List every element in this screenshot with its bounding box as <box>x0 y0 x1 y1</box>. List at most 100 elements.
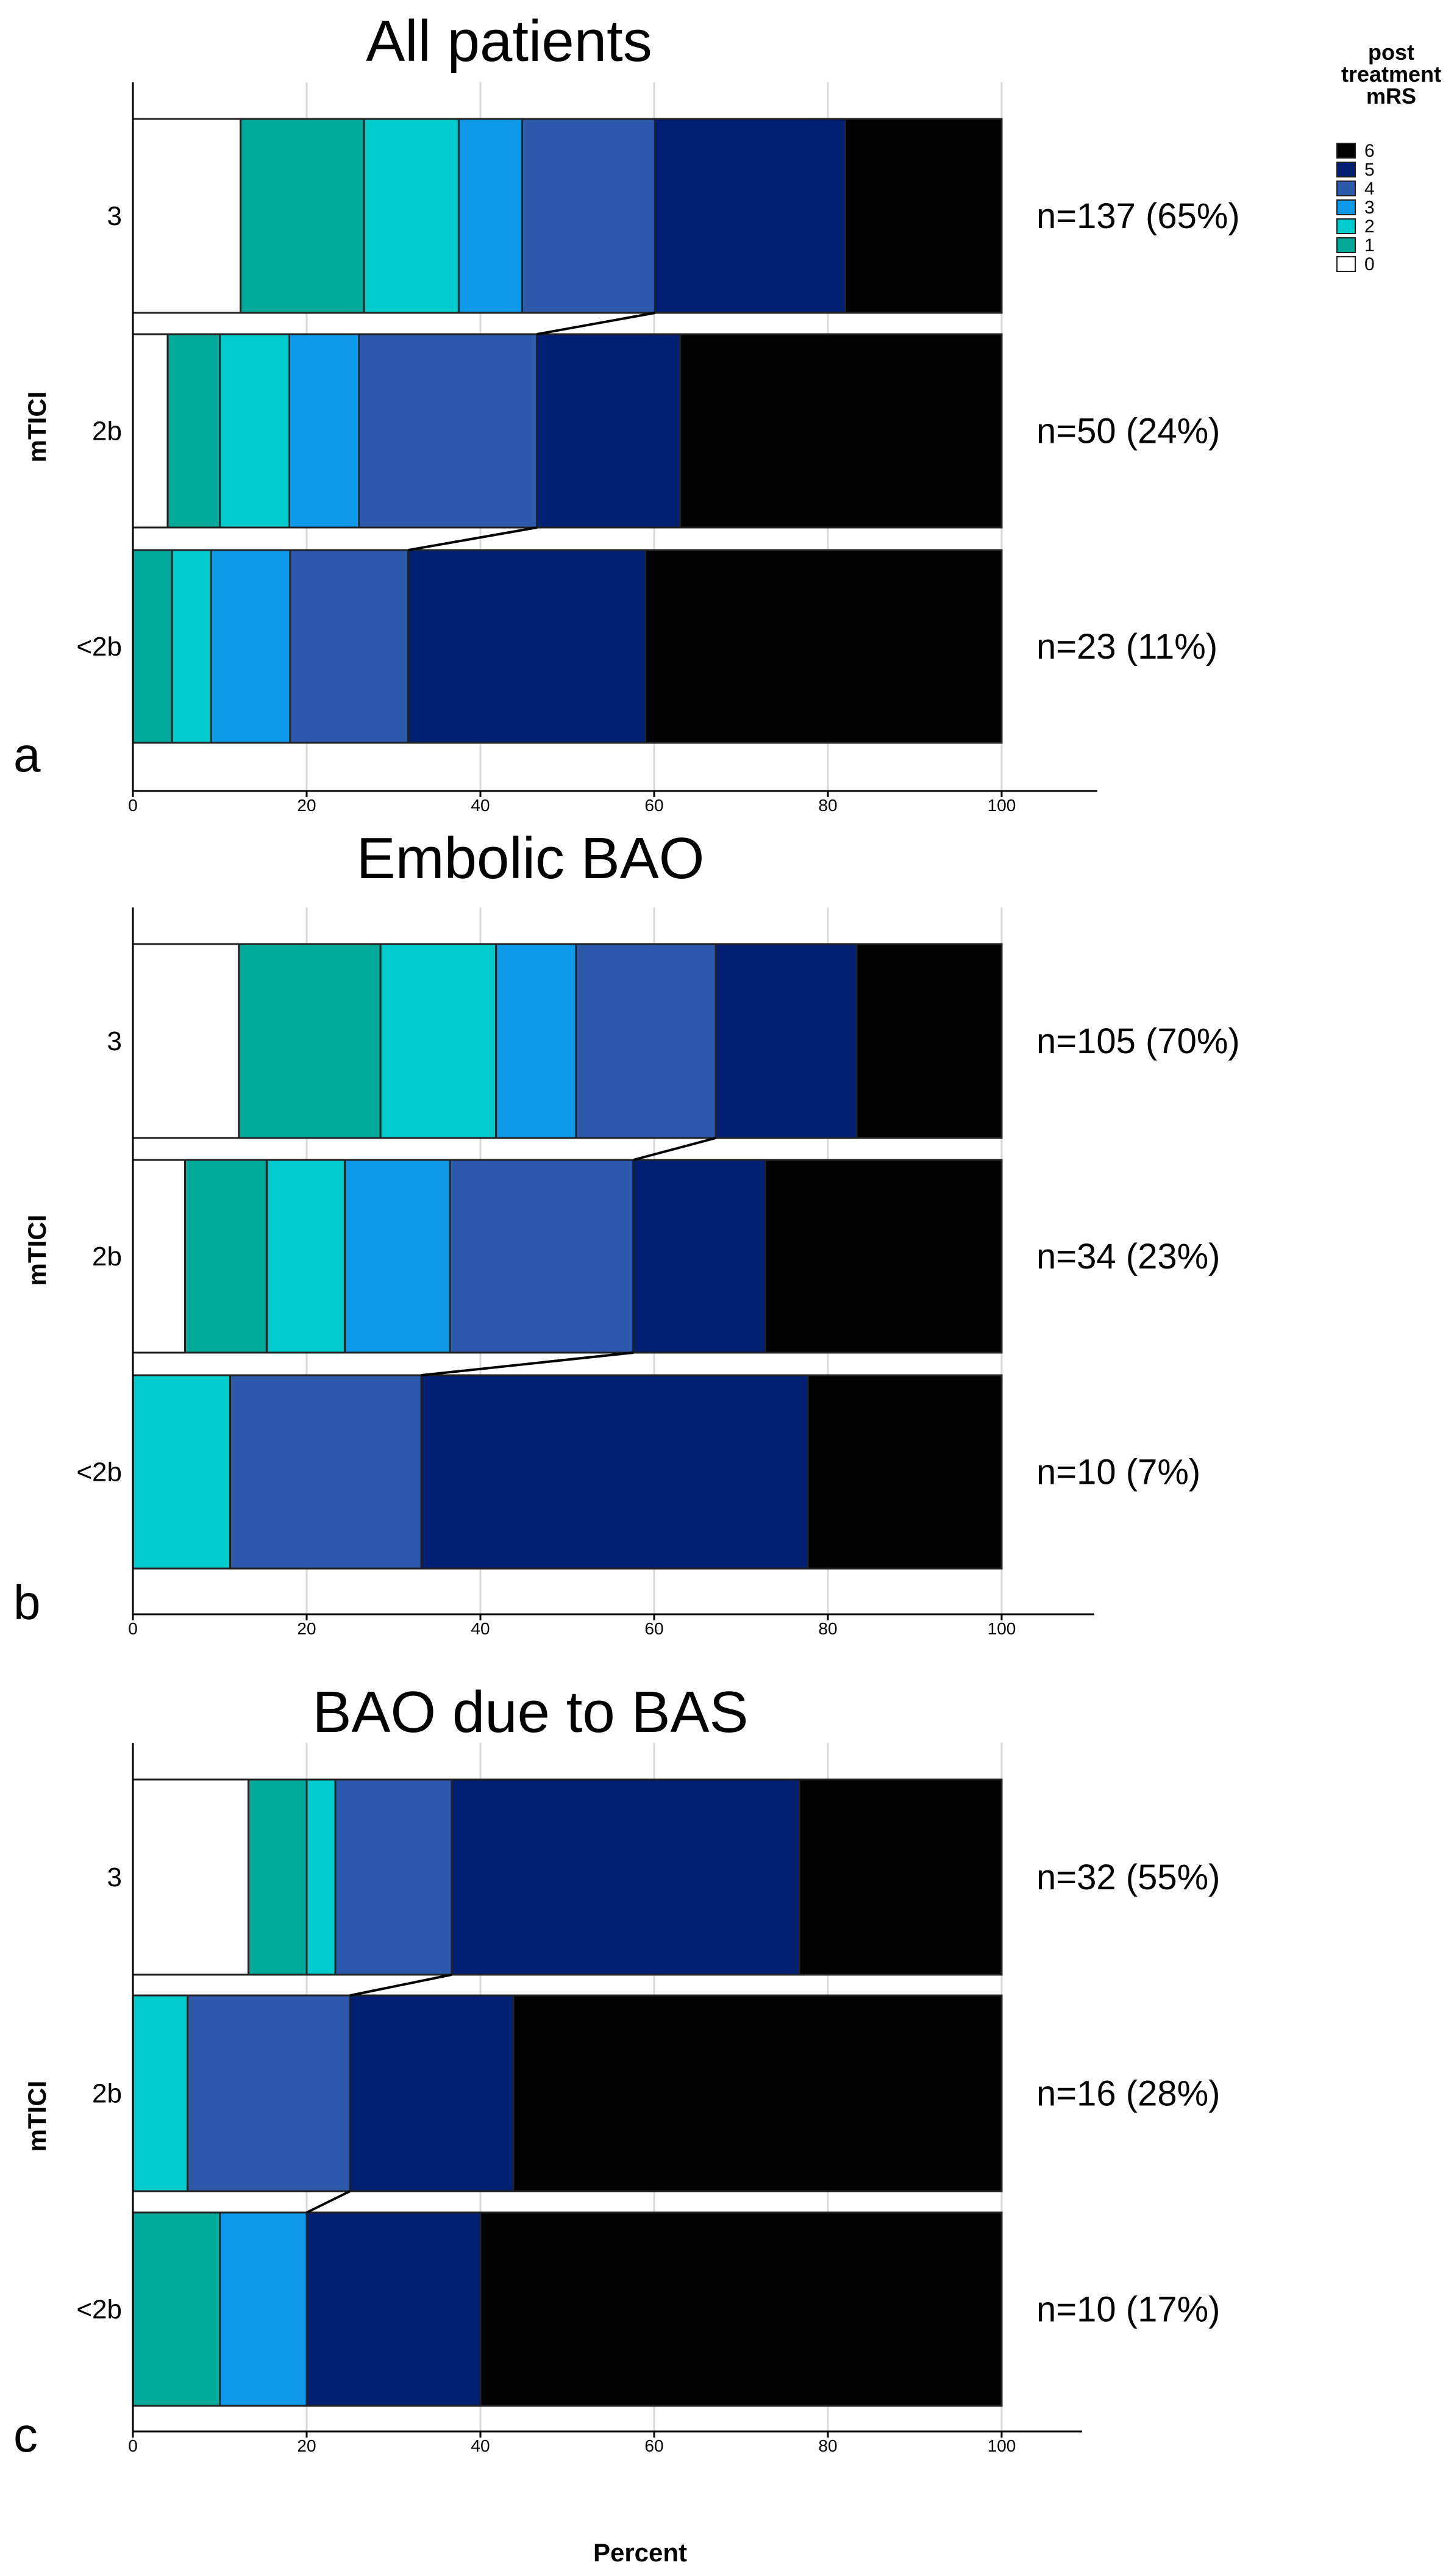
bar-segment-mtici-3-mrs-1 <box>238 943 382 1139</box>
connector-line <box>421 1351 634 1376</box>
legend-label: 2 <box>1364 216 1375 237</box>
n-label: n=10 (7%) <box>1036 1453 1200 1492</box>
legend-swatch-mrs-1 <box>1336 237 1356 253</box>
bar-segment-mtici-3-mrs-5 <box>715 943 858 1139</box>
bar-segment-mtici-3-mrs-1 <box>248 1778 308 1976</box>
legend-label: 4 <box>1364 179 1375 199</box>
bar-segment-mtici-<2b-mrs-3 <box>219 2211 308 2407</box>
x-tick-label: 40 <box>471 796 490 815</box>
x-tick-label: 0 <box>128 1619 138 1638</box>
bar-segment-mtici-<2b-mrs-2 <box>171 549 212 744</box>
bar-segment-mtici-2b-mrs-6 <box>512 1994 1003 2192</box>
bar-segment-mtici-2b-mrs-2 <box>132 1994 189 2192</box>
x-axis-label: Percent <box>593 2538 687 2567</box>
bar-segment-mtici-<2b-mrs-5 <box>420 1374 809 1570</box>
x-tick-label: 40 <box>471 2436 490 2455</box>
bar-segment-mtici-2b-mrs-3 <box>344 1159 451 1354</box>
bar-segment-mtici-3-mrs-3 <box>457 118 523 314</box>
bar-segment-mtici-<2b-mrs-5 <box>407 549 647 744</box>
bar-segment-mtici-<2b-mrs-6 <box>479 2211 1003 2407</box>
x-tick-label: 0 <box>128 796 138 815</box>
bar-segment-mtici-3-mrs-6 <box>844 118 1003 314</box>
x-tick-label: 80 <box>818 1619 837 1638</box>
legend-swatch-mrs-4 <box>1336 181 1356 196</box>
x-tick-label: 20 <box>297 1619 316 1638</box>
bar-segment-mtici-<2b-mrs-3 <box>210 549 291 744</box>
bar-segment-mtici-2b-mrs-0 <box>132 1159 186 1354</box>
n-label: n=50 (24%) <box>1036 412 1220 451</box>
bar-segment-mtici-3-mrs-4 <box>521 118 656 314</box>
bar-segment-mtici-3-mrs-6 <box>855 943 1003 1139</box>
n-label: n=34 (23%) <box>1036 1237 1220 1276</box>
connector-line <box>536 312 655 335</box>
bar-segment-mtici-<2b-mrs-1 <box>132 549 173 744</box>
bar-segment-mtici-2b-mrs-4 <box>187 1994 351 2192</box>
n-label: n=10 (17%) <box>1036 2290 1220 2330</box>
category-label: <2b <box>76 632 122 662</box>
legend-swatch-mrs-0 <box>1336 256 1356 272</box>
legend-title: mRS <box>1366 84 1416 109</box>
bar-segment-mtici-2b-mrs-3 <box>288 333 360 529</box>
panel-a: All patients a mTICI 3 n=137 (65%) 2b n=50 (24… <box>13 9 1240 815</box>
panel-b: Embolic BAO b mTICI 3 n=105 (70%) 2b n=34 (23%… <box>13 826 1240 1638</box>
x-tick-label: 0 <box>128 2436 138 2455</box>
connector-line <box>633 1137 716 1161</box>
legend-title: post <box>1368 40 1414 65</box>
y-axis-label: mTICI <box>23 2081 51 2152</box>
connector-line <box>408 526 537 551</box>
category-label: 2b <box>92 417 122 446</box>
n-label: n=105 (70%) <box>1036 1021 1240 1061</box>
bar-segment-mtici-2b-mrs-5 <box>632 1159 766 1354</box>
bar-segment-mtici-<2b-mrs-4 <box>289 549 410 744</box>
x-tick-label: 20 <box>297 2436 316 2455</box>
bar-segment-mtici-<2b-mrs-1 <box>132 2211 221 2407</box>
x-tick-label: 80 <box>818 796 837 815</box>
legend-swatch-mrs-6 <box>1336 143 1356 159</box>
panel-c: BAO due to BAS c mTICI 3 n=32 (55%) 2b n=16 (2… <box>13 1680 1220 2567</box>
legend-label: 0 <box>1364 254 1375 274</box>
x-tick-label: 100 <box>988 796 1016 815</box>
bar-segment-mtici-3-mrs-4 <box>334 1778 453 1976</box>
bar-segment-mtici-3-mrs-2 <box>379 943 497 1139</box>
panel-title: All patients <box>366 9 652 74</box>
bar-segment-mtici-2b-mrs-1 <box>166 333 221 529</box>
bar-segment-mtici-3-mrs-1 <box>240 118 365 314</box>
legend-label: 5 <box>1364 160 1375 180</box>
bar-segment-mtici-2b-mrs-2 <box>265 1159 346 1354</box>
x-tick-label: 100 <box>988 2436 1016 2455</box>
category-label: 3 <box>107 1026 122 1056</box>
x-tick-label: 80 <box>818 2436 837 2455</box>
bar-segment-mtici-3-mrs-6 <box>798 1778 1003 1976</box>
bar-segment-mtici-<2b-mrs-5 <box>305 2211 482 2407</box>
n-label: n=23 (11%) <box>1036 627 1217 667</box>
bar-segment-mtici-3-mrs-0 <box>132 1778 250 1976</box>
panel-label: c <box>13 2408 38 2462</box>
panel-label: a <box>13 728 41 782</box>
legend-swatch-mrs-2 <box>1336 218 1356 234</box>
bar-segment-mtici-2b-mrs-1 <box>184 1159 268 1354</box>
connector-line <box>349 1973 452 1997</box>
bar-segment-mtici-2b-mrs-2 <box>219 333 290 529</box>
n-label: n=16 (28%) <box>1036 2074 1220 2114</box>
bar-segment-mtici-3-mrs-5 <box>451 1778 800 1976</box>
category-label: 2b <box>92 1242 122 1272</box>
legend-label: 6 <box>1364 141 1375 161</box>
legend-swatch-mrs-5 <box>1336 162 1356 177</box>
x-tick-label: 60 <box>644 2436 663 2455</box>
category-label: 2b <box>92 2079 122 2109</box>
category-label: <2b <box>76 2295 122 2325</box>
legend-swatch-mrs-3 <box>1336 199 1356 215</box>
category-label: 3 <box>107 201 122 231</box>
panel-label: b <box>13 1575 41 1630</box>
bar-segment-mtici-2b-mrs-0 <box>132 333 169 529</box>
bar-segment-mtici-3-mrs-2 <box>305 1778 337 1976</box>
x-tick-label: 20 <box>297 796 316 815</box>
y-axis-label: mTICI <box>23 392 51 463</box>
legend-title: treatment <box>1341 62 1441 87</box>
connector-line <box>306 2190 351 2214</box>
legend-label: 1 <box>1364 235 1375 256</box>
panel-title: BAO due to BAS <box>312 1680 748 1745</box>
bar-segment-mtici-2b-mrs-4 <box>449 1159 635 1354</box>
